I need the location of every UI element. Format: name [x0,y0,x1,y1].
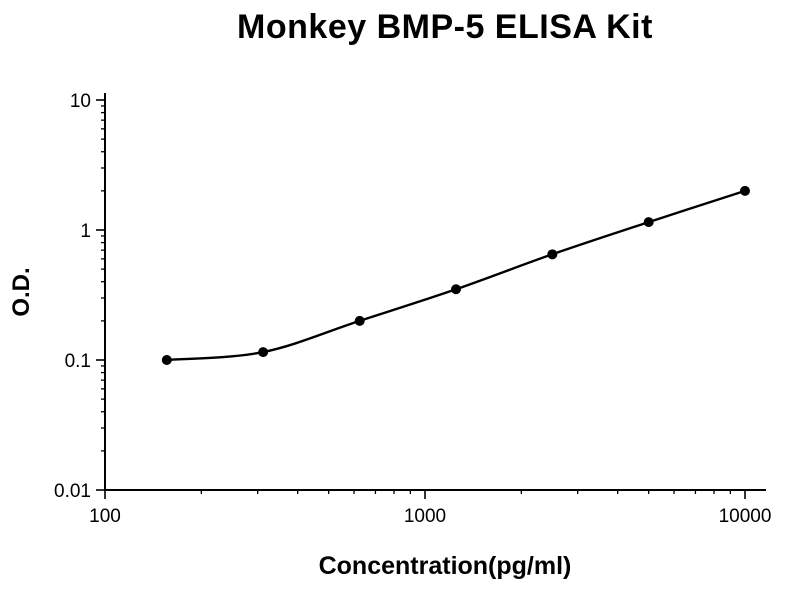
data-point [643,217,654,228]
data-point [740,185,750,196]
y-tick-label: 10 [70,91,91,112]
y-tick-label: 1 [80,221,91,242]
data-point [547,249,558,260]
data-point [354,315,365,326]
data-point [161,355,172,365]
x-tick-label: 10000 [719,506,772,527]
x-tick-label: 100 [89,506,121,527]
y-tick-label: 0.01 [54,481,91,502]
x-tick-label: 1000 [404,506,446,527]
data-point [258,347,269,358]
y-tick-label: 0.1 [65,351,91,372]
standard-curve-line [166,189,746,362]
y-axis-label: O.D. [8,267,35,317]
chart-title: Monkey BMP-5 ELISA Kit [237,8,653,46]
data-point [451,284,462,295]
x-axis-label: Concentration(pg/ml) [318,552,572,580]
